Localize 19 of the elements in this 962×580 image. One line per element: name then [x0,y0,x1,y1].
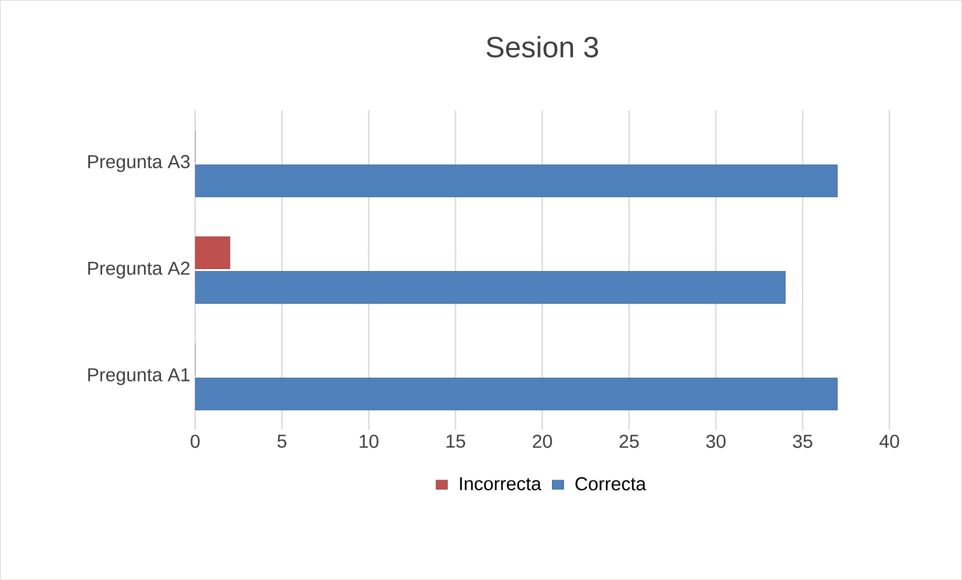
chart-title: Sesion 3 [486,36,598,58]
x-tick-label: 10 [360,434,378,448]
legend-label: Incorrecta [460,477,542,490]
x-tick-label: 20 [532,434,552,448]
x-tick-label: 15 [446,434,466,448]
x-tick-label: 30 [706,434,726,448]
y-tick-label: Pregunta A1 [88,368,190,385]
x-tick-label: 35 [792,434,812,448]
bar [195,378,838,410]
x-tick-label: 0 [190,434,200,448]
bar [195,236,230,269]
x-tick-label: 5 [278,434,286,448]
y-tick-label: Pregunta A3 [88,154,190,172]
y-tick-label: Pregunta A2 [88,262,190,278]
x-tick-label: 40 [879,434,900,448]
legend-label: Correcta [576,477,646,490]
bar [195,271,786,304]
x-tick-label: 25 [620,434,639,448]
bar [195,164,838,197]
